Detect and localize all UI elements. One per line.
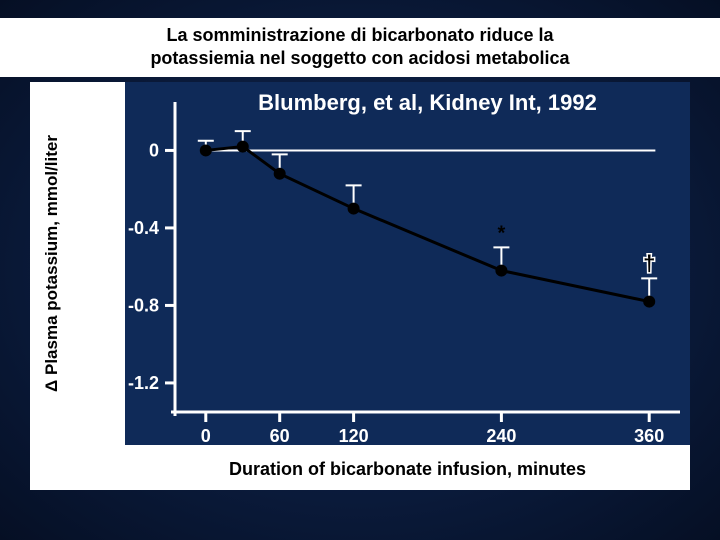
svg-text:0: 0	[201, 426, 211, 446]
heading-box: La somministrazione di bicarbonato riduc…	[0, 18, 720, 77]
svg-text:120: 120	[339, 426, 369, 446]
svg-text:Δ Plasma potassium, mmol/liter: Δ Plasma potassium, mmol/liter	[42, 135, 61, 392]
svg-text:Duration of bicarbonate infusi: Duration of bicarbonate infusion, minute…	[229, 459, 586, 479]
svg-text:240: 240	[486, 426, 516, 446]
svg-text:*: *	[498, 222, 506, 244]
heading-line1: La somministrazione di bicarbonato riduc…	[166, 25, 553, 45]
svg-text:360: 360	[634, 426, 664, 446]
svg-text:-1.2: -1.2	[128, 373, 159, 393]
svg-text:-0.4: -0.4	[128, 218, 159, 238]
svg-text:0: 0	[149, 140, 159, 160]
svg-text:Blumberg, et al, Kidney Int, 1: Blumberg, et al, Kidney Int, 1992	[258, 90, 597, 115]
svg-text:60: 60	[270, 426, 290, 446]
chart-container: Blumberg, et al, Kidney Int, 1992 0 -0.4 -0…	[30, 82, 690, 490]
line-chart: Blumberg, et al, Kidney Int, 1992 0 -0.4 -0…	[30, 82, 690, 490]
heading-line2: potassiemia nel soggetto con acidosi met…	[150, 48, 569, 68]
svg-text:-0.8: -0.8	[128, 295, 159, 315]
slide: La somministrazione di bicarbonato riduc…	[0, 0, 720, 540]
svg-text:†: †	[643, 250, 655, 275]
